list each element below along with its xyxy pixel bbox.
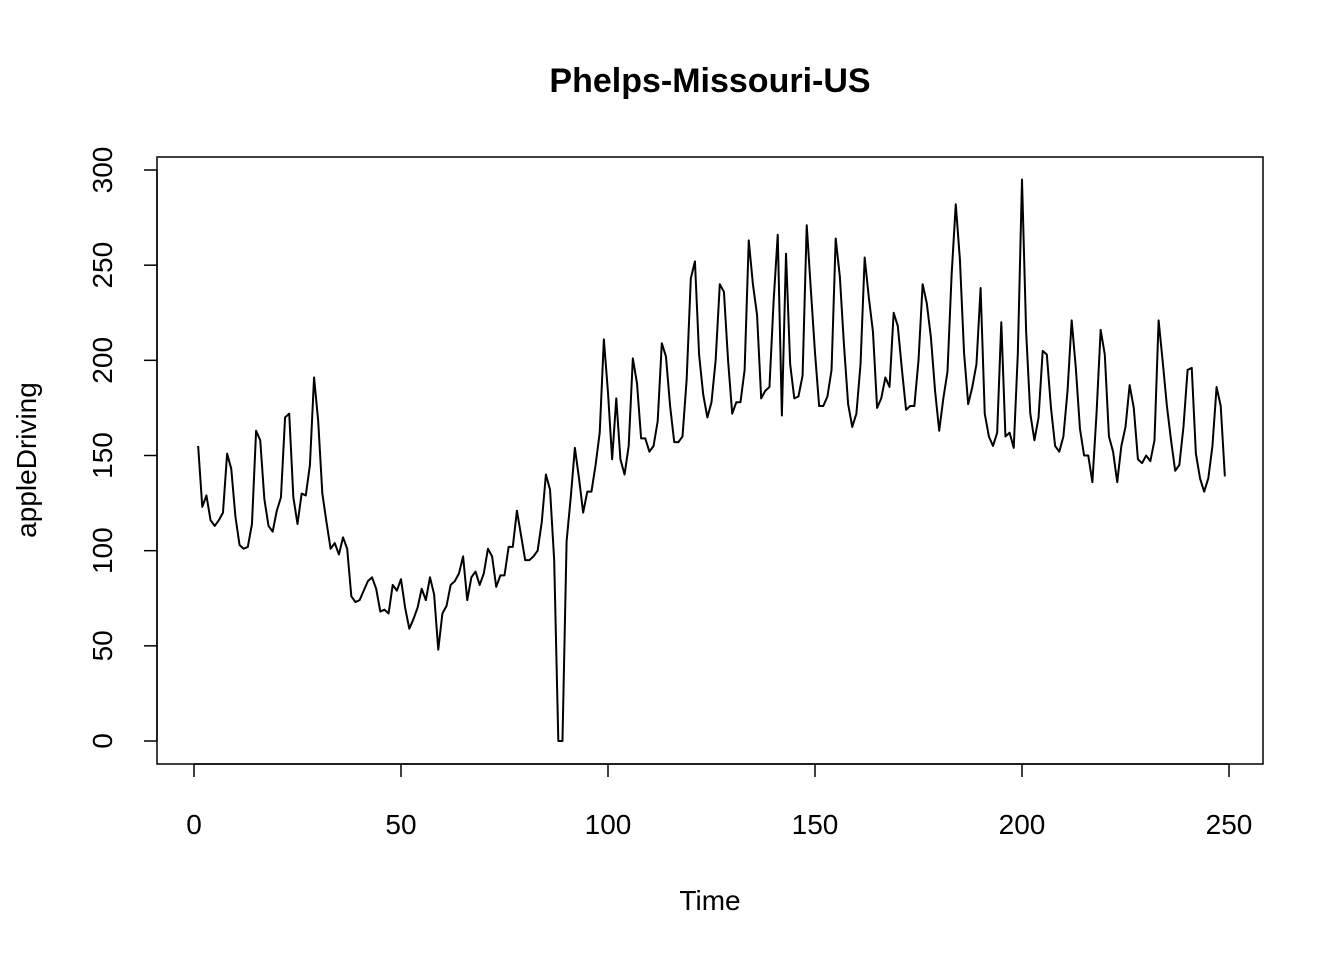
y-tick-label: 150: [87, 432, 118, 479]
y-axis: 0 50 100 150 200 250 300: [87, 147, 158, 749]
y-tick-label: 250: [87, 242, 118, 289]
x-axis-label: Time: [679, 885, 740, 916]
x-tick-label: 250: [1206, 809, 1253, 840]
x-tick-label: 150: [792, 809, 839, 840]
y-axis-label: appleDriving: [11, 382, 42, 538]
x-axis: 0 50 100 150 200 250: [186, 763, 1253, 840]
x-tick-label: 200: [999, 809, 1046, 840]
series-group: [197, 178, 1226, 742]
y-tick-label: 0: [87, 733, 118, 749]
y-tick-label: 100: [87, 527, 118, 574]
plot-frame: [156, 156, 1264, 765]
y-tick-label: 300: [87, 147, 118, 194]
chart-title: Phelps-Missouri-US: [549, 62, 870, 100]
x-tick-label: 50: [385, 809, 416, 840]
x-tick-label: 100: [585, 809, 632, 840]
y-tick-label: 50: [87, 630, 118, 661]
x-tick-label: 0: [186, 809, 202, 840]
y-tick-label: 200: [87, 337, 118, 384]
series-line: [197, 178, 1226, 742]
